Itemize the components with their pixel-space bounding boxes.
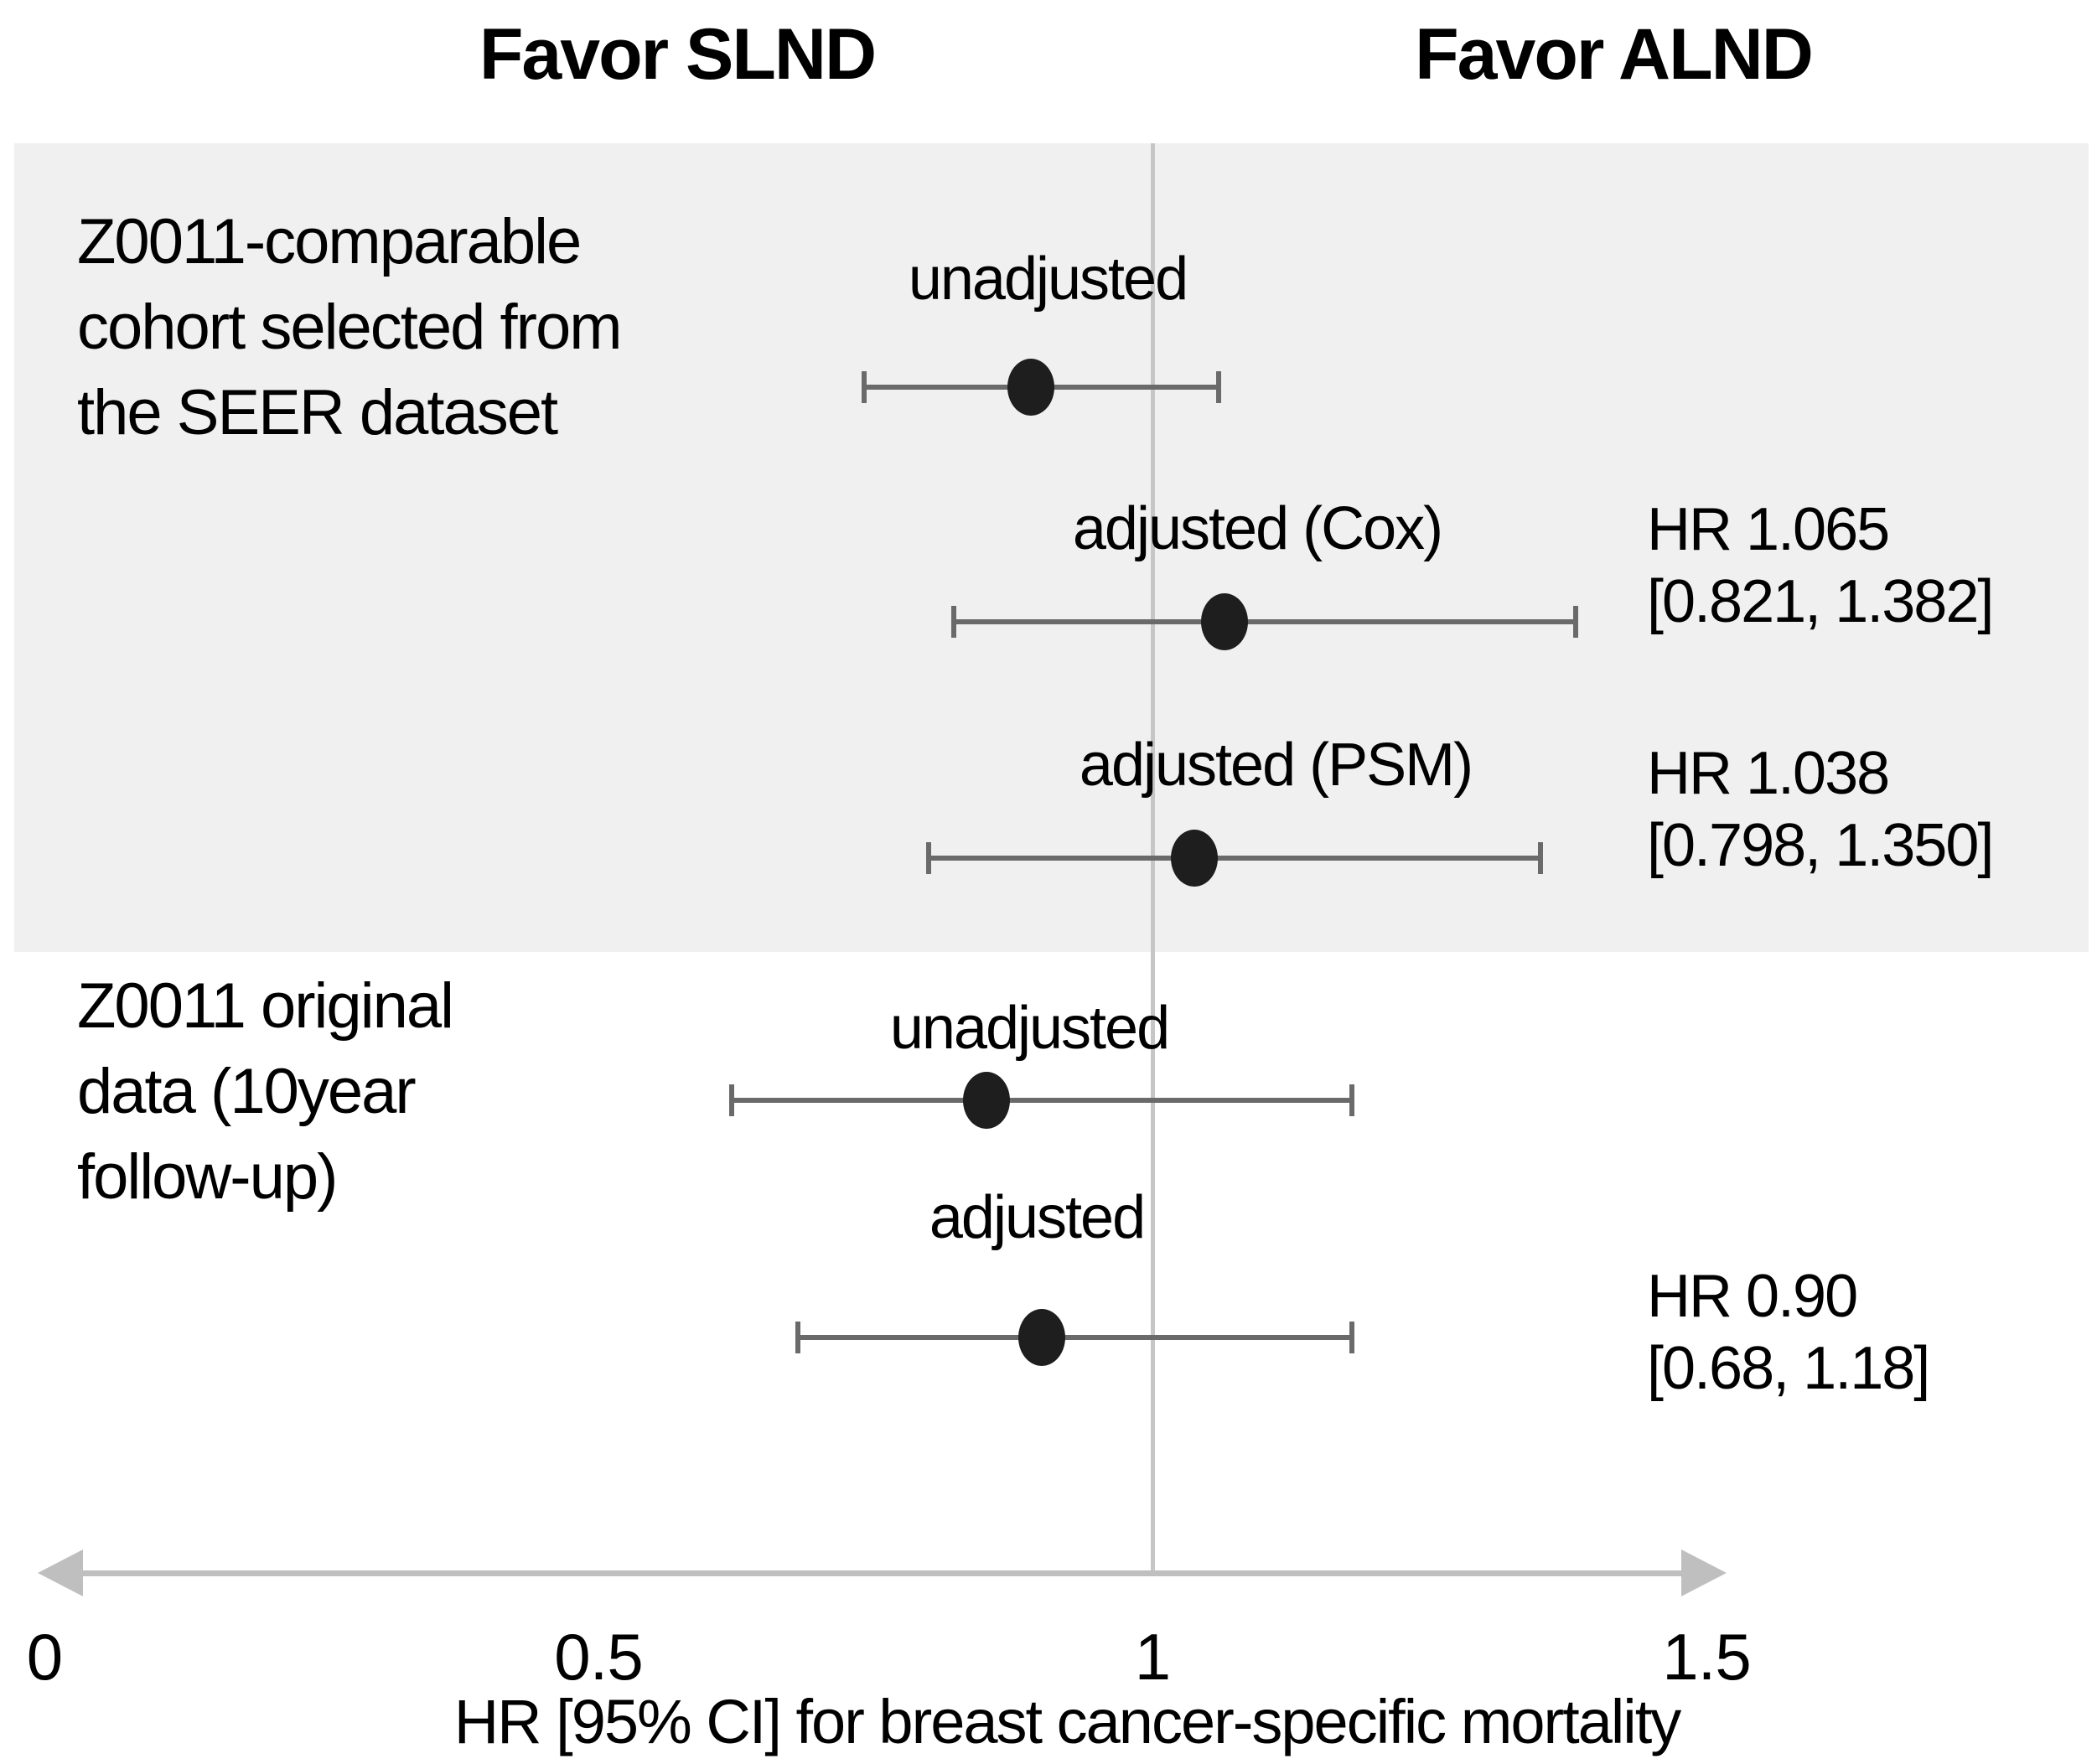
ci-line <box>797 1335 1352 1340</box>
row-label: unadjusted <box>889 995 1170 1062</box>
ci-high-cap <box>1349 1322 1354 1353</box>
hr-point <box>1171 830 1219 887</box>
group-label-line: follow-up) <box>77 1141 338 1213</box>
axis-right-arrowhead-icon <box>1681 1549 1727 1596</box>
ci-high-cap <box>1349 1084 1354 1116</box>
x-tick-label: 1 <box>1134 1620 1171 1694</box>
x-axis-title: HR [95% CI] for breast cancer-specific m… <box>453 1687 1682 1756</box>
row-label: adjusted (PSM) <box>1079 732 1473 799</box>
x-axis-line <box>75 1570 1689 1576</box>
seer-cohort-panel <box>14 143 2089 952</box>
hr-annotation-line2: [0.821, 1.382] <box>1647 568 1994 635</box>
hr-annotation-line2: [0.68, 1.18] <box>1647 1335 1930 1402</box>
row-label: adjusted <box>929 1184 1146 1251</box>
hr-point <box>1007 359 1054 416</box>
ci-high-cap <box>1216 371 1222 403</box>
hr-annotation-line1: HR 1.038 <box>1647 740 1890 807</box>
ci-line <box>954 619 1576 624</box>
group-label-z0011-original: Z0011 original data (10year follow-up) <box>77 964 454 1220</box>
x-tick-label: 0 <box>26 1620 63 1694</box>
favor-slnd-label: Favor SLND <box>479 14 877 95</box>
group-label-seer-cohort: Z0011-comparable cohort selected from th… <box>77 199 623 456</box>
hr-annotation-line2: [0.798, 1.350] <box>1647 812 1994 879</box>
ci-low-cap <box>862 371 867 403</box>
x-tick-label: 1.5 <box>1662 1620 1751 1694</box>
row-label: adjusted (Cox) <box>1072 495 1443 562</box>
ci-low-cap <box>925 842 931 874</box>
ci-low-cap <box>795 1322 800 1353</box>
group-label-line: Z0011-comparable <box>77 206 582 277</box>
group-label-line: the SEER dataset <box>77 377 558 448</box>
row-label: unadjusted <box>908 246 1188 313</box>
ci-low-cap <box>728 1084 734 1116</box>
hr-annotation-line1: HR 0.90 <box>1647 1263 1858 1330</box>
x-tick-label: 0.5 <box>554 1620 643 1694</box>
ci-high-cap <box>1537 842 1543 874</box>
axis-left-arrowhead-icon <box>38 1549 83 1596</box>
ci-line <box>928 856 1540 861</box>
group-label-line: Z0011 original <box>77 970 454 1042</box>
hr-point <box>962 1072 1010 1129</box>
hr-annotation-line1: HR 1.065 <box>1647 496 1890 563</box>
hr-point <box>1017 1309 1065 1366</box>
ci-high-cap <box>1573 606 1578 638</box>
ci-line <box>731 1098 1352 1103</box>
group-label-line: cohort selected from <box>77 292 623 363</box>
ci-low-cap <box>951 606 957 638</box>
favor-alnd-label: Favor ALND <box>1415 14 1814 95</box>
group-label-line: data (10year <box>77 1056 417 1127</box>
hr-point <box>1200 593 1248 650</box>
